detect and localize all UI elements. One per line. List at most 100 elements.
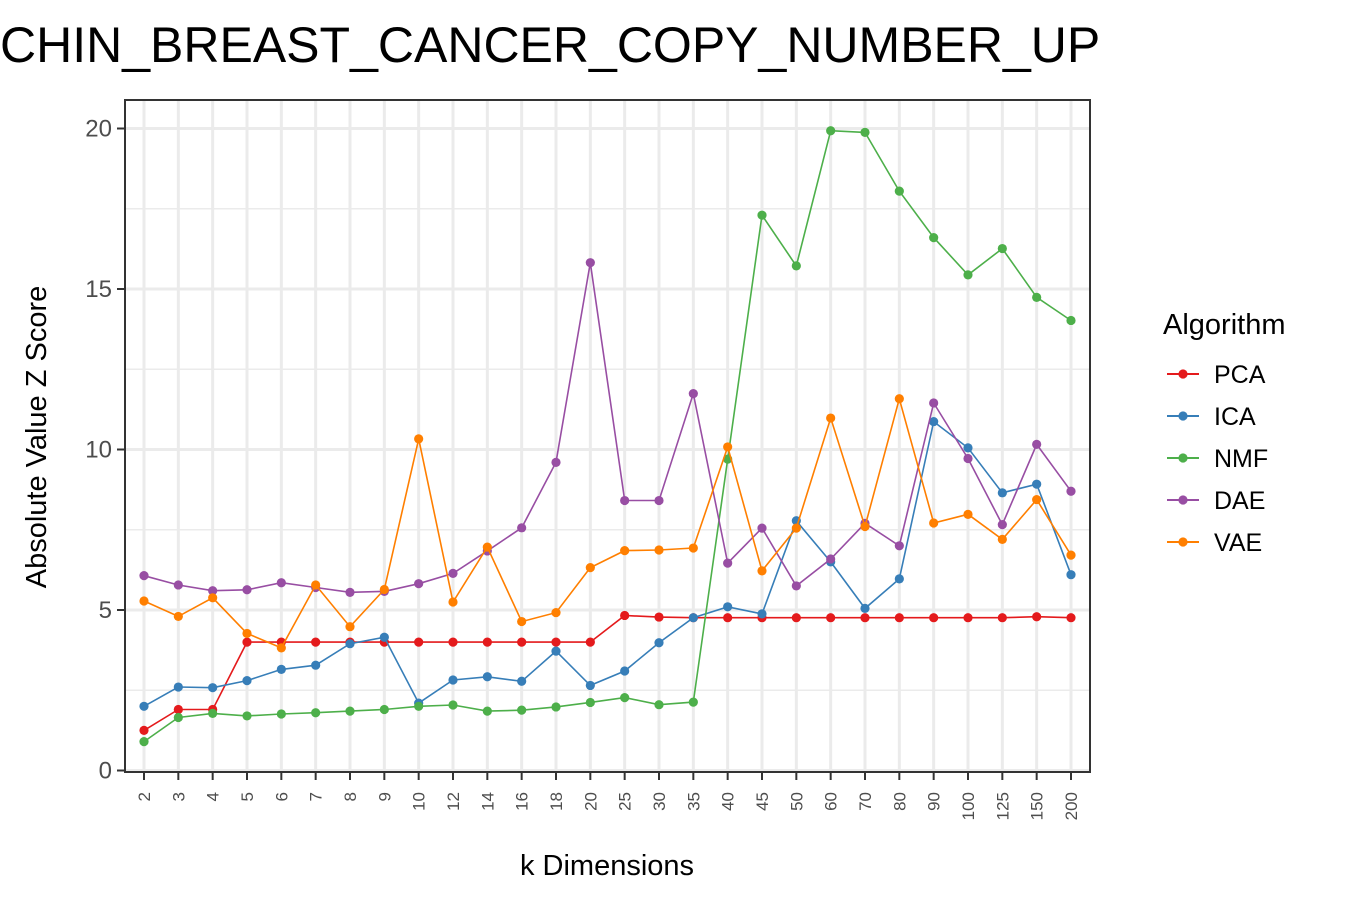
data-point-ica [242,676,252,686]
series-ica [139,416,1076,711]
data-point-pca [551,637,561,647]
data-point-nmf [757,210,767,220]
data-point-vae [379,584,389,595]
x-tick-label: 16 [513,792,532,811]
data-point-dae [1032,439,1042,449]
x-tick-label: 35 [684,792,703,811]
data-point-vae [929,518,939,528]
x-tick-label: 20 [581,792,600,811]
data-point-vae [688,543,698,553]
data-point-vae [173,611,183,622]
x-tick-label: 150 [1028,792,1047,820]
data-point-nmf [1032,292,1042,302]
data-point-pca [311,637,321,647]
data-point-ica [379,632,389,642]
data-point-vae [894,394,904,404]
data-point-pca [860,613,870,623]
data-point-nmf [894,186,904,196]
data-point-dae [723,558,733,568]
data-point-pca [1066,613,1076,623]
x-tick-label: 5 [238,792,257,801]
x-tick-label: 80 [890,792,909,811]
data-point-dae [517,523,527,533]
legend-key-point [1178,495,1188,505]
data-point-dae [757,523,767,533]
data-point-ica [860,603,870,613]
legend-label: DAE [1214,487,1265,515]
data-point-dae [791,581,801,591]
data-point-vae [585,563,595,573]
data-point-ica [311,660,321,670]
x-tick-label: 12 [444,792,463,811]
data-point-nmf [208,708,218,718]
data-point-vae [242,628,252,639]
data-point-vae [139,596,149,606]
data-point-dae [448,568,458,579]
data-point-nmf [997,243,1007,254]
data-point-dae [826,554,836,564]
series-dae [139,258,1076,597]
data-point-ica [585,680,595,691]
data-point-pca [963,613,973,623]
chart-title: CHIN_BREAST_CANCER_COPY_NUMBER_UP [0,17,1100,73]
data-point-dae [929,398,939,408]
data-point-vae [963,509,973,519]
data-point-ica [963,443,973,453]
data-point-pca [414,637,424,647]
data-point-dae [345,587,355,597]
data-point-ica [894,574,904,584]
legend-key-point [1178,411,1188,421]
y-tick-label: 20 [85,116,112,143]
legend-item-vae: VAE [1167,529,1262,557]
x-tick-label: 125 [993,792,1012,820]
plot-panel-border [124,99,1091,773]
data-point-vae [311,580,321,590]
data-point-pca [620,610,630,621]
data-point-dae [585,258,595,268]
data-point-dae [414,579,424,589]
x-tick-label: 50 [787,792,806,811]
data-point-pca [654,612,664,622]
data-point-nmf [963,270,973,280]
x-tick-label: 6 [272,792,291,801]
data-point-vae [791,523,801,533]
legend-key-point [1178,537,1188,547]
x-axis: 2 3 4 5 6 7 8 9 10 12 14 16 18 20 25 30 35 40 45 50 60 70 80 90… [135,772,1081,820]
y-tick-label: 15 [85,276,112,303]
legend-key-point [1178,453,1188,463]
data-point-nmf [448,700,458,710]
data-point-ica [757,609,767,619]
data-point-vae [208,593,218,603]
data-point-vae [723,442,733,452]
data-point-ica [208,683,218,693]
series-nmf [139,126,1076,747]
data-point-nmf [276,709,286,719]
data-point-vae [620,546,630,556]
legend-label: ICA [1214,403,1256,431]
data-point-ica [929,416,939,427]
data-point-pca [448,637,458,647]
x-tick-label: 8 [341,792,360,801]
data-point-vae [276,643,286,653]
data-point-pca [791,613,801,623]
x-tick-label: 10 [410,792,429,811]
legend-label: NMF [1214,445,1268,473]
grid-lines [125,100,1090,772]
x-tick-label: 9 [375,792,394,801]
data-point-dae [654,495,664,506]
data-point-nmf [620,693,630,703]
data-point-pca [139,725,149,735]
y-axis: 0 5 10 15 20 [85,116,125,785]
data-point-nmf [551,702,561,712]
data-point-nmf [929,233,939,243]
data-point-ica [654,638,664,648]
x-tick-label: 90 [925,792,944,811]
y-axis-title: Absolute Value Z Score [21,286,53,589]
data-point-vae [1066,550,1076,560]
data-point-ica [139,701,149,711]
legend-item-pca: PCA [1167,361,1266,389]
x-tick-label: 200 [1062,792,1081,820]
data-point-nmf [173,712,183,723]
x-tick-label: 7 [307,792,326,801]
